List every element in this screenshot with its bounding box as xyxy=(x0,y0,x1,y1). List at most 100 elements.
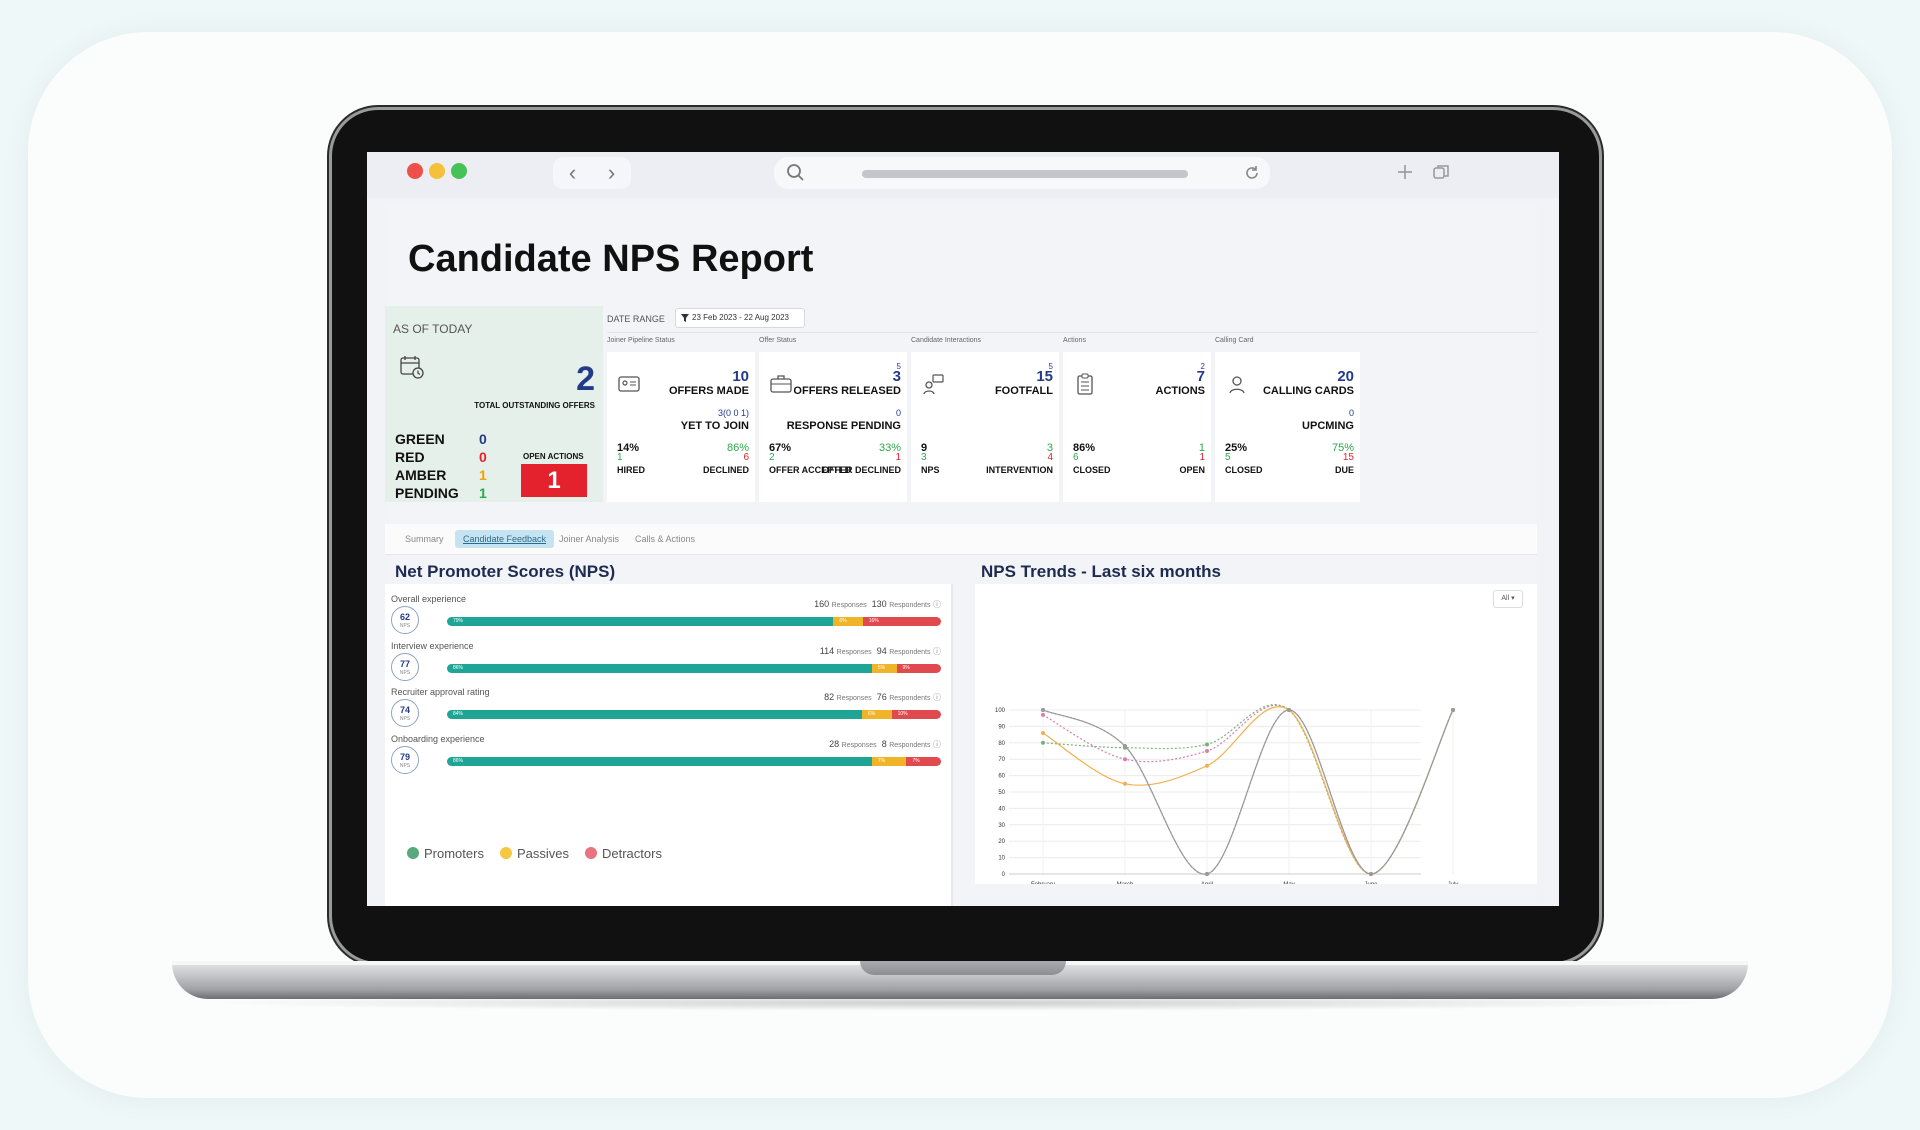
kpi-left-label: HIRED xyxy=(617,465,646,475)
tab-calls-actions[interactable]: Calls & Actions xyxy=(635,534,696,544)
nps-row-label: Onboarding experience xyxy=(391,734,485,744)
nps-row: Onboarding experience 79 NPS 28 Responses 8… xyxy=(391,734,941,790)
passives-segment: 6% xyxy=(833,617,863,626)
maximize-window-dot[interactable] xyxy=(451,163,467,179)
detractors-segment: 10% xyxy=(891,710,941,719)
kpi-card[interactable]: 5 15 FOOTFALL 9 3 NPS 3 4 INTERVENTION xyxy=(911,352,1059,502)
respondents-word: Respondents xyxy=(889,602,931,609)
kpi-title: CALLING CARDS xyxy=(1262,385,1354,397)
data-point xyxy=(1287,708,1291,712)
tab-joiner-analysis[interactable]: Joiner Analysis xyxy=(559,534,620,544)
responses-count: 28 xyxy=(829,739,840,749)
data-point xyxy=(1041,712,1045,717)
detractors-segment: 16% xyxy=(862,617,941,626)
date-range-bar: DATE RANGE 23 Feb 2023 - 22 Aug 2023 xyxy=(607,306,1537,333)
y-tick-label: 30 xyxy=(998,823,1005,829)
kpi-sub-label: YET TO JOIN xyxy=(680,420,749,432)
responses-count: 114 xyxy=(819,646,835,656)
kpi-card[interactable]: 20 CALLING CARDS 0 UPCMING 25% 5 CLOSED 75% 15 DU… xyxy=(1215,352,1360,502)
nps-title: Net Promoter Scores (NPS) xyxy=(395,562,616,581)
kpi-left-stat: 86% 6 CLOSED xyxy=(1073,442,1111,476)
nps-score-badge: 79 NPS xyxy=(391,746,419,774)
date-range-filter[interactable]: 23 Feb 2023 - 22 Aug 2023 xyxy=(675,308,805,328)
status-value: 1 xyxy=(479,485,487,501)
status-label: RED xyxy=(395,449,425,465)
legend-swatch xyxy=(585,847,597,859)
id-card-icon xyxy=(618,376,640,392)
nps-row-label: Recruiter approval rating xyxy=(391,687,490,697)
reload-icon[interactable] xyxy=(1242,163,1262,183)
y-tick-label: 0 xyxy=(1002,872,1006,878)
total-outstanding-value: 2 xyxy=(576,360,595,398)
passives-segment: 6% xyxy=(861,710,892,719)
responses-word: Responses xyxy=(836,695,872,702)
close-window-dot[interactable] xyxy=(407,163,423,179)
new-tab-icon[interactable] xyxy=(1395,162,1415,182)
minimize-window-dot[interactable] xyxy=(429,163,445,179)
kpi-category: Calling Card xyxy=(1215,337,1254,344)
kpi-right-pct: 3 xyxy=(1046,442,1053,454)
nps-score: 77 xyxy=(399,659,410,669)
kpi-value: 3 xyxy=(892,368,901,385)
total-outstanding-label: TOTAL OUTSTANDING OFFERS xyxy=(474,401,595,410)
info-icon[interactable]: ⓘ xyxy=(933,600,941,609)
kpi-right-stat: 33% 1 OFFER DECLINED xyxy=(822,443,901,476)
data-point xyxy=(1041,708,1045,712)
kpi-left-stat: 67% 2 OFFER ACCEPTED xyxy=(769,443,851,476)
nps-unit: NPS xyxy=(399,670,411,676)
address-bar[interactable] xyxy=(774,157,1270,189)
kpi-sub-value: 0 xyxy=(1348,408,1354,418)
kpi-value: 10 xyxy=(732,368,749,385)
data-point xyxy=(1369,872,1373,876)
respondents-count: 130 xyxy=(871,599,887,609)
y-tick-label: 60 xyxy=(998,774,1005,780)
kpi-sub-label: RESPONSE PENDING xyxy=(786,420,901,432)
data-point xyxy=(1123,744,1127,749)
kpi-right-label: DUE xyxy=(1334,465,1354,475)
kpi-left-pct: 86% xyxy=(1073,442,1096,454)
kpi-right-pct: 1 xyxy=(1198,442,1205,454)
back-icon[interactable]: ‹ xyxy=(568,160,577,185)
status-label: AMBER xyxy=(395,467,447,483)
kpi-right-num: 15 xyxy=(1342,452,1354,463)
kpi-left-label: NPS xyxy=(921,465,940,475)
tabs-overview-icon[interactable] xyxy=(1431,162,1451,182)
kpi-left-stat: 25% 5 CLOSED xyxy=(1225,442,1263,476)
kpi-right-label: DECLINED xyxy=(702,465,749,475)
kpi-left-num: 1 xyxy=(617,452,623,463)
nps-row: Interview experience 77 NPS 114 Responses 9… xyxy=(391,641,941,697)
info-icon[interactable]: ⓘ xyxy=(933,647,941,656)
kpi-sub-label: UPCMING xyxy=(1302,420,1354,432)
data-point xyxy=(1205,763,1209,768)
kpi-actions: Actions 2 7 ACTIONS 86% 6 CLOSED 1 1 OPEN xyxy=(1063,332,1211,502)
nps-distribution-bar: 84% 6% 10% xyxy=(447,710,941,719)
x-tick-label: April xyxy=(1201,882,1213,884)
kpi-card[interactable]: 2 7 ACTIONS 86% 6 CLOSED 1 1 OPEN xyxy=(1063,352,1211,502)
respondents-word: Respondents xyxy=(889,695,931,702)
promoters-segment: 86% xyxy=(447,664,872,673)
search-icon xyxy=(787,164,804,181)
tab-summary[interactable]: Summary xyxy=(405,534,444,544)
kpi-right-num: 6 xyxy=(743,452,749,463)
forward-icon[interactable]: › xyxy=(607,160,616,185)
kpi-title: OFFERS MADE xyxy=(668,385,749,397)
info-icon[interactable]: ⓘ xyxy=(933,740,941,749)
kpi-left-pct: 25% xyxy=(1225,442,1248,454)
status-value: 0 xyxy=(479,431,487,447)
open-actions-badge[interactable]: 1 xyxy=(521,464,587,497)
y-tick-label: 100 xyxy=(995,708,1006,714)
kpi-category: Actions xyxy=(1063,337,1086,344)
passives-segment: 7% xyxy=(871,757,907,766)
kpi-card[interactable]: 5 3 OFFERS RELEASED 0 RESPONSE PENDING 67% 2 OF… xyxy=(759,352,907,502)
kpi-card[interactable]: 10 OFFERS MADE 3(0 0 1) YET TO JOIN 14% 1 HIRE… xyxy=(607,352,755,502)
nps-score-badge: 74 NPS xyxy=(391,699,419,727)
kpi-left-num: 3 xyxy=(921,452,927,463)
nps-distribution-bar: 86% 5% 9% xyxy=(447,664,941,673)
nps-row: Recruiter approval rating 74 NPS 82 Respons… xyxy=(391,687,941,743)
series-filter-dropdown[interactable]: All ▾ xyxy=(1493,590,1523,608)
info-icon[interactable]: ⓘ xyxy=(933,693,941,702)
responses-word: Responses xyxy=(836,649,872,656)
status-labels: GREEN RED AMBER PENDING xyxy=(395,430,459,502)
tab-candidate-feedback[interactable]: Candidate Feedback xyxy=(455,530,555,548)
y-tick-label: 80 xyxy=(998,741,1005,747)
